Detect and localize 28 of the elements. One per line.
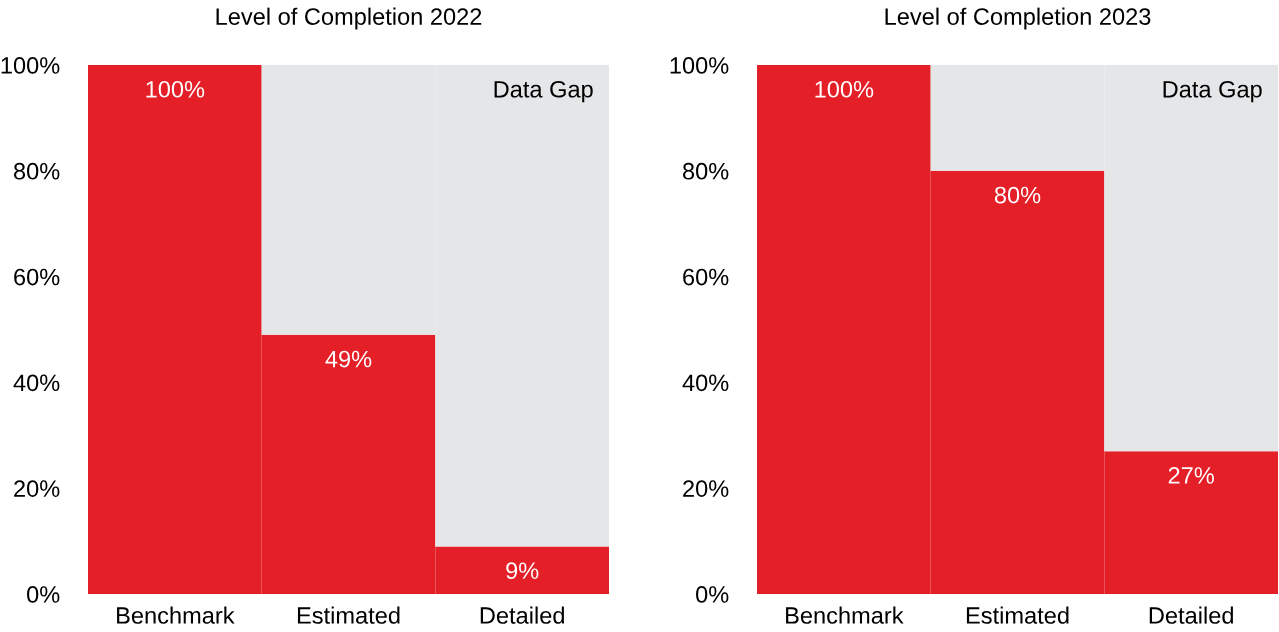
y-tick-label: 20% (14, 480, 60, 497)
chart-title: Level of Completion 2022 (216, 7, 482, 30)
y-tick-label: 60% (683, 268, 729, 286)
y-tick-label: 100% (1, 57, 60, 74)
y-tick-label: 0% (696, 586, 729, 603)
data-label: 49% (325, 350, 372, 368)
data-label: 27% (1168, 467, 1214, 484)
x-tick-label: Estimated (966, 606, 1069, 624)
y-tick-label: 80% (13, 162, 60, 180)
y-tick-label: 60% (14, 268, 60, 286)
chart-title: Level of Completion 2023 (885, 7, 1151, 30)
y-tick-label: 40% (13, 374, 60, 392)
x-tick-label: Benchmark (786, 606, 904, 624)
data-label: 80% (994, 186, 1041, 204)
data-label: 100% (815, 80, 874, 98)
x-tick-label: Detailed (480, 606, 564, 624)
y-tick-label: 0% (27, 586, 60, 603)
x-tick-label: Benchmark (117, 606, 235, 624)
y-tick-label: 20% (683, 480, 729, 497)
series-label: Data Gap (1163, 80, 1262, 103)
series-label: Data Gap (494, 80, 593, 103)
x-tick-label: Detailed (1149, 606, 1233, 624)
data-label: 9% (506, 562, 539, 580)
y-tick-label: 100% (670, 57, 729, 74)
data-label: 100% (146, 80, 205, 98)
y-tick-label: 80% (682, 162, 729, 180)
x-tick-label: Estimated (297, 606, 400, 624)
y-tick-label: 40% (682, 374, 729, 392)
